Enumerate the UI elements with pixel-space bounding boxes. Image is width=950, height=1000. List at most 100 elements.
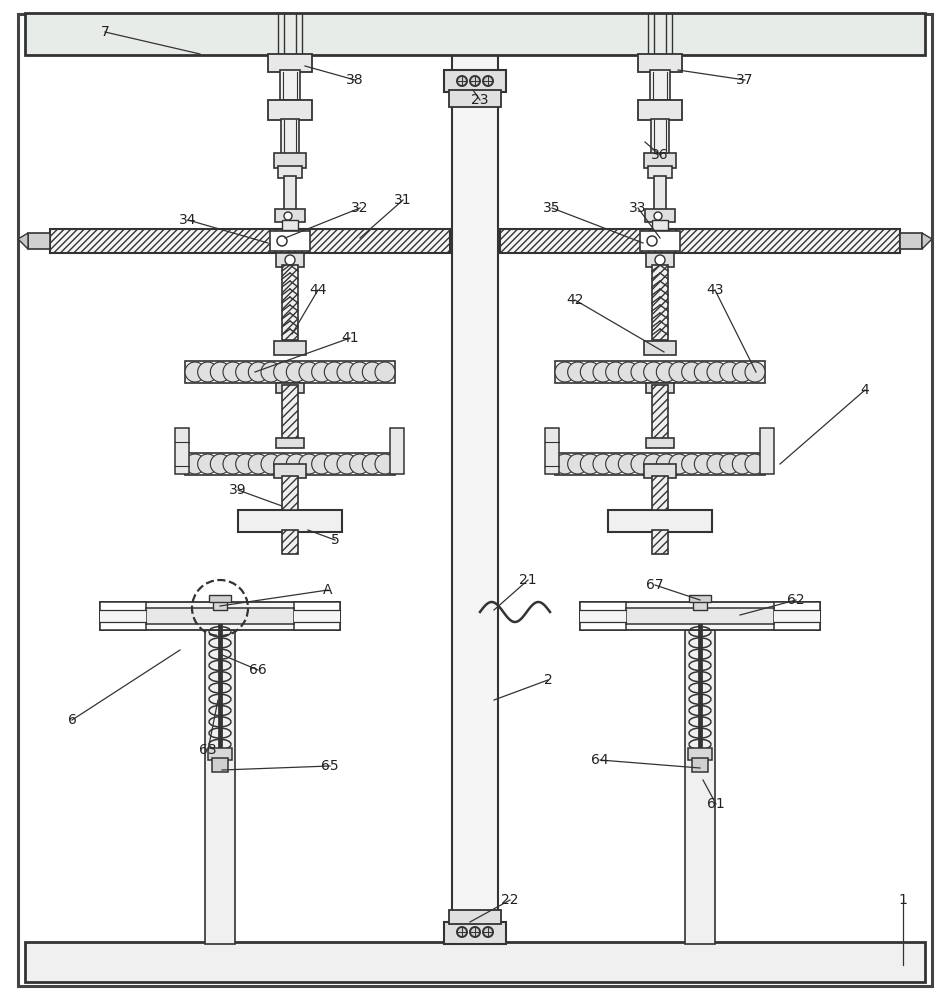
Text: 61: 61 xyxy=(707,797,725,811)
Circle shape xyxy=(606,454,626,474)
Circle shape xyxy=(656,362,676,382)
Bar xyxy=(580,602,820,630)
Circle shape xyxy=(274,362,294,382)
Bar xyxy=(25,13,925,55)
Bar xyxy=(294,610,340,622)
Circle shape xyxy=(362,454,382,474)
Bar xyxy=(500,229,900,253)
Bar xyxy=(685,630,715,944)
Text: 66: 66 xyxy=(249,663,267,677)
Circle shape xyxy=(299,362,319,382)
Text: 35: 35 xyxy=(543,201,560,215)
Circle shape xyxy=(350,454,370,474)
Circle shape xyxy=(555,362,575,382)
Circle shape xyxy=(682,362,702,382)
Bar xyxy=(626,608,774,624)
Circle shape xyxy=(375,362,395,382)
Bar xyxy=(452,54,498,944)
Bar xyxy=(185,453,395,475)
Bar xyxy=(652,385,668,440)
Bar xyxy=(278,166,302,178)
Bar xyxy=(646,383,674,393)
Bar xyxy=(640,231,680,251)
Text: 31: 31 xyxy=(394,193,411,207)
Bar xyxy=(270,231,310,251)
Bar xyxy=(545,428,559,474)
Circle shape xyxy=(647,236,657,246)
Bar xyxy=(280,70,300,100)
Bar xyxy=(645,209,675,222)
Circle shape xyxy=(470,927,480,937)
Bar xyxy=(274,464,306,478)
Bar xyxy=(275,209,305,222)
Circle shape xyxy=(470,76,480,86)
Text: 2: 2 xyxy=(543,673,552,687)
Bar xyxy=(444,70,506,92)
Bar xyxy=(654,176,666,210)
Bar xyxy=(692,758,708,772)
Text: 1: 1 xyxy=(899,893,907,907)
Bar xyxy=(652,220,668,230)
Bar xyxy=(100,602,340,630)
Bar xyxy=(205,630,235,944)
Circle shape xyxy=(457,927,467,937)
Circle shape xyxy=(568,362,588,382)
Circle shape xyxy=(285,255,295,265)
Circle shape xyxy=(606,362,626,382)
Bar xyxy=(282,265,298,340)
Circle shape xyxy=(655,255,665,265)
Bar xyxy=(555,453,765,475)
Text: 62: 62 xyxy=(788,593,805,607)
Bar xyxy=(638,100,682,120)
Bar xyxy=(390,428,404,474)
Text: 37: 37 xyxy=(736,73,753,87)
Bar xyxy=(208,748,232,760)
Text: 44: 44 xyxy=(310,283,327,297)
Bar xyxy=(646,253,674,267)
Text: 7: 7 xyxy=(101,25,109,39)
Bar xyxy=(100,602,146,630)
Bar xyxy=(276,438,304,448)
Circle shape xyxy=(593,362,613,382)
Circle shape xyxy=(312,362,332,382)
Text: 36: 36 xyxy=(651,148,669,162)
Bar xyxy=(760,428,774,474)
Circle shape xyxy=(362,362,382,382)
Bar xyxy=(449,910,501,924)
Text: 32: 32 xyxy=(352,201,369,215)
Text: 43: 43 xyxy=(706,283,724,297)
Circle shape xyxy=(732,362,752,382)
Circle shape xyxy=(745,454,765,474)
Circle shape xyxy=(277,236,287,246)
Text: 33: 33 xyxy=(629,201,647,215)
Bar xyxy=(100,610,146,622)
Bar xyxy=(652,265,668,340)
Circle shape xyxy=(694,362,714,382)
Bar xyxy=(693,600,707,610)
Bar xyxy=(608,510,712,532)
Circle shape xyxy=(284,212,292,220)
Bar xyxy=(25,942,925,982)
Circle shape xyxy=(555,454,575,474)
Bar xyxy=(638,54,682,72)
Circle shape xyxy=(223,454,243,474)
Bar xyxy=(644,153,676,168)
Circle shape xyxy=(707,454,727,474)
Circle shape xyxy=(286,454,306,474)
Bar xyxy=(774,610,820,622)
Circle shape xyxy=(732,454,752,474)
Text: 23: 23 xyxy=(471,93,488,107)
Bar xyxy=(212,758,228,772)
Bar xyxy=(646,438,674,448)
Text: 63: 63 xyxy=(200,743,217,757)
Polygon shape xyxy=(922,233,932,249)
Text: 5: 5 xyxy=(331,533,339,547)
Circle shape xyxy=(337,454,357,474)
Text: 67: 67 xyxy=(646,578,664,592)
Bar xyxy=(50,229,450,253)
Text: 22: 22 xyxy=(502,893,519,907)
Circle shape xyxy=(324,454,344,474)
Bar xyxy=(651,119,669,155)
Bar xyxy=(276,383,304,393)
Circle shape xyxy=(580,454,600,474)
